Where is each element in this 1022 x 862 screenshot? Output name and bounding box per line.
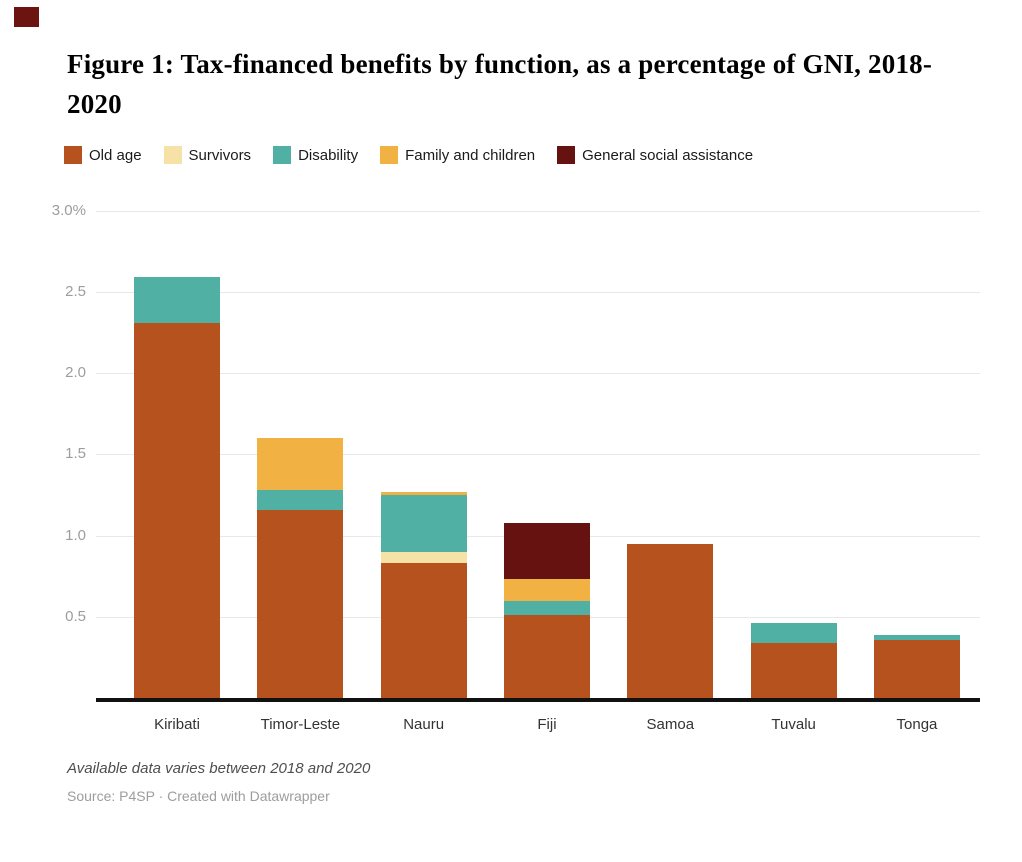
gridline <box>96 210 980 212</box>
bar-tuvalu <box>750 623 837 698</box>
y-axis-tick-label: 2.0 <box>65 364 86 381</box>
y-axis-tick-label: 0.5 <box>65 607 86 625</box>
bar-timor-leste <box>257 438 344 698</box>
legend-swatch-icon <box>273 146 292 164</box>
x-axis-line <box>96 698 980 702</box>
legend-item-general-social-assistance: General social assistance <box>557 146 753 164</box>
x-axis-label-nauru: Nauru <box>403 716 445 733</box>
gridline <box>96 373 980 374</box>
legend-swatch-icon <box>380 146 399 164</box>
legend-item-family-and-children: Family and children <box>380 146 535 164</box>
bar-segment-family-and-children <box>503 579 590 601</box>
corner-accent-mark <box>14 7 39 27</box>
bar-segment-survivors <box>380 551 467 564</box>
bar-segment-disability <box>257 490 344 510</box>
legend-label: Family and children <box>405 146 536 164</box>
bar-segment-old-age <box>627 543 714 698</box>
bar-segment-old-age <box>750 642 837 698</box>
legend-label: Old age <box>89 146 142 164</box>
bar-segment-old-age <box>380 563 467 698</box>
legend-label: General social assistance <box>582 146 754 164</box>
bar-segment-disability <box>873 634 960 640</box>
x-axis-label-samoa: Samoa <box>646 716 695 733</box>
x-axis-label-tonga: Tonga <box>896 716 938 733</box>
bar-tonga <box>873 634 960 698</box>
bar-samoa <box>627 543 714 698</box>
bar-segment-old-age <box>134 322 220 698</box>
figure-title: Figure 1: Tax-financed benefits by funct… <box>67 49 933 119</box>
y-axis-tick-label: 2.5 <box>65 282 86 300</box>
chart-legend: Old age Survivors Disability Family and chi… <box>64 146 753 164</box>
stacked-bar-chart: 3.0% 2.5 2.0 1.5 1.0 0.5 Kiribati Timor-Leste Na… <box>51 201 980 733</box>
bar-segment-old-age <box>873 639 960 698</box>
x-axis-label-timor-leste: Timor-Leste <box>260 716 341 733</box>
chart-note: Available data varies between 2018 and 2… <box>67 760 371 777</box>
y-axis-tick-label: 3.0% <box>51 201 86 219</box>
legend-label: Disability <box>298 146 359 164</box>
legend-swatch-icon <box>163 146 182 164</box>
bar-segment-old-age <box>257 509 344 698</box>
bar-segment-disability <box>380 494 467 552</box>
x-axis-label-fiji: Fiji <box>537 716 557 733</box>
bar-segment-family-and-children <box>380 491 467 495</box>
bar-segment-family-and-children <box>257 438 344 490</box>
x-axis-label-tuvalu: Tuvalu <box>771 716 816 733</box>
gridline <box>96 291 980 293</box>
legend-label: Survivors <box>188 146 252 164</box>
bar-segment-general-social-assistance <box>503 522 590 580</box>
legend-swatch-icon <box>557 146 576 164</box>
bar-segment-disability <box>503 600 590 616</box>
y-axis-tick-label: 1.0 <box>65 526 86 544</box>
legend-item-disability: Disability <box>273 146 358 164</box>
legend-swatch-icon <box>64 146 82 164</box>
bar-segment-old-age <box>503 615 590 698</box>
x-axis-label-kiribati: Kiribati <box>154 716 200 733</box>
legend-item-old-age: Old age <box>64 146 142 164</box>
gridline <box>96 454 980 456</box>
legend-item-survivors: Survivors <box>163 146 252 164</box>
bar-fiji <box>503 522 590 698</box>
bar-segment-disability <box>134 277 220 323</box>
bar-kiribati <box>134 277 220 698</box>
chart-source: Source: P4SP · Created with Datawrapper <box>67 788 330 804</box>
bar-nauru <box>380 491 467 698</box>
bar-segment-disability <box>750 623 837 643</box>
y-axis-tick-label: 1.5 <box>65 445 86 463</box>
